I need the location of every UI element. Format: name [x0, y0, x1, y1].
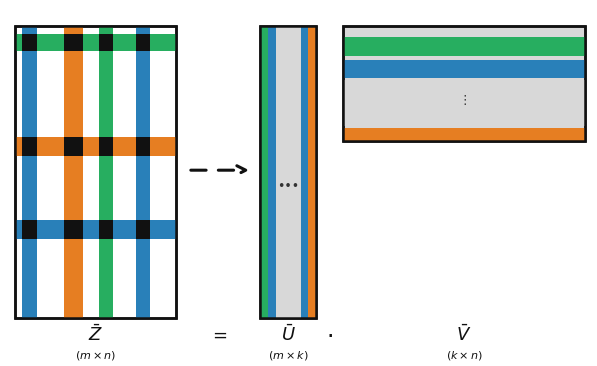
Bar — [260, 26, 267, 318]
Text: $\bar{V}$: $\bar{V}$ — [457, 325, 472, 345]
Bar — [309, 26, 316, 318]
Bar — [136, 137, 150, 156]
Text: $(m\times n)$: $(m\times n)$ — [75, 348, 116, 362]
Bar — [343, 26, 585, 141]
Bar — [267, 26, 276, 318]
Bar — [64, 26, 82, 318]
Bar — [22, 26, 36, 318]
Bar — [22, 137, 36, 156]
Bar — [136, 26, 150, 318]
Text: $\bar{Z}$: $\bar{Z}$ — [88, 325, 103, 345]
Bar — [15, 137, 176, 156]
Bar — [99, 26, 113, 318]
Bar — [64, 220, 82, 239]
Bar — [136, 220, 150, 239]
Bar — [99, 34, 113, 51]
Text: $(k\times n)$: $(k\times n)$ — [446, 348, 482, 362]
Bar — [15, 26, 176, 318]
Bar — [136, 34, 150, 51]
Bar — [22, 220, 36, 239]
Bar — [343, 60, 585, 78]
Bar — [15, 26, 176, 318]
Bar — [260, 26, 316, 318]
Bar — [343, 26, 585, 141]
Bar — [15, 220, 176, 239]
Bar — [99, 220, 113, 239]
Bar — [343, 128, 585, 141]
Bar — [343, 37, 585, 56]
Bar — [276, 26, 300, 318]
Bar — [260, 26, 316, 318]
Bar — [99, 137, 113, 156]
Bar — [64, 34, 82, 51]
Text: •••: ••• — [277, 180, 299, 193]
Text: $\bar{U}$: $\bar{U}$ — [281, 325, 296, 345]
Bar — [15, 34, 176, 51]
Text: ⋮: ⋮ — [458, 94, 470, 107]
Bar — [22, 34, 36, 51]
Text: $=$: $=$ — [208, 326, 227, 344]
Bar — [343, 80, 585, 126]
Bar — [64, 137, 82, 156]
Text: $(m\times k)$: $(m\times k)$ — [267, 348, 309, 362]
Text: $\cdot$: $\cdot$ — [327, 323, 333, 347]
Bar — [300, 26, 309, 318]
